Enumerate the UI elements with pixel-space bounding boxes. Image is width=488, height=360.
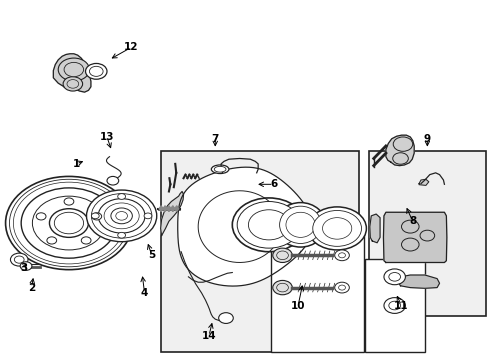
Circle shape xyxy=(144,213,152,219)
Text: 8: 8 xyxy=(408,216,415,226)
Circle shape xyxy=(92,213,102,220)
Circle shape xyxy=(338,253,345,258)
Circle shape xyxy=(98,199,145,233)
Circle shape xyxy=(107,176,119,185)
Circle shape xyxy=(67,80,79,88)
Circle shape xyxy=(86,190,157,242)
Circle shape xyxy=(91,194,152,238)
Circle shape xyxy=(81,237,91,244)
Circle shape xyxy=(91,213,99,219)
Circle shape xyxy=(14,256,24,263)
Circle shape xyxy=(388,273,400,281)
Circle shape xyxy=(104,203,139,229)
Polygon shape xyxy=(159,206,163,212)
Circle shape xyxy=(312,211,361,246)
Circle shape xyxy=(89,66,103,76)
Circle shape xyxy=(218,313,233,323)
Text: 10: 10 xyxy=(290,301,305,311)
Circle shape xyxy=(272,248,292,262)
Circle shape xyxy=(47,237,57,244)
Circle shape xyxy=(54,212,83,234)
Circle shape xyxy=(20,262,32,270)
Polygon shape xyxy=(166,206,170,212)
Text: 6: 6 xyxy=(269,179,277,189)
Circle shape xyxy=(63,77,82,91)
Circle shape xyxy=(64,62,83,77)
Polygon shape xyxy=(385,135,413,166)
Circle shape xyxy=(58,58,89,81)
Polygon shape xyxy=(163,206,166,212)
Ellipse shape xyxy=(279,206,321,243)
Polygon shape xyxy=(383,212,446,262)
Circle shape xyxy=(419,230,434,241)
Bar xyxy=(160,151,358,352)
Circle shape xyxy=(49,209,88,237)
Circle shape xyxy=(392,153,407,164)
Circle shape xyxy=(118,194,125,199)
Circle shape xyxy=(401,220,418,233)
Circle shape xyxy=(383,298,405,314)
Circle shape xyxy=(272,280,292,295)
Circle shape xyxy=(13,182,124,264)
Polygon shape xyxy=(53,54,91,92)
Circle shape xyxy=(401,238,418,251)
Circle shape xyxy=(5,176,132,270)
Text: 5: 5 xyxy=(148,250,155,260)
Bar xyxy=(271,223,363,352)
Circle shape xyxy=(388,301,400,310)
Circle shape xyxy=(276,251,288,260)
Text: 11: 11 xyxy=(393,301,408,311)
Circle shape xyxy=(21,188,117,258)
Circle shape xyxy=(248,210,289,240)
Text: 2: 2 xyxy=(28,283,35,293)
Text: 12: 12 xyxy=(124,42,138,52)
Polygon shape xyxy=(397,275,439,288)
Text: 1: 1 xyxy=(73,159,80,169)
Circle shape xyxy=(36,213,46,220)
Circle shape xyxy=(338,285,345,290)
Ellipse shape xyxy=(275,203,325,247)
Circle shape xyxy=(118,232,125,238)
Ellipse shape xyxy=(211,165,228,174)
Text: 14: 14 xyxy=(201,331,216,341)
Bar xyxy=(368,151,485,316)
Bar xyxy=(365,259,424,352)
Text: 3: 3 xyxy=(20,263,28,273)
Circle shape xyxy=(32,196,105,250)
Circle shape xyxy=(64,198,74,205)
Text: 7: 7 xyxy=(211,134,219,144)
Polygon shape xyxy=(160,192,183,235)
Polygon shape xyxy=(418,179,428,185)
Circle shape xyxy=(232,198,305,252)
Polygon shape xyxy=(177,167,312,286)
Circle shape xyxy=(85,63,107,79)
Polygon shape xyxy=(170,206,174,212)
Circle shape xyxy=(9,179,128,267)
Circle shape xyxy=(334,282,348,293)
Ellipse shape xyxy=(285,212,315,237)
Circle shape xyxy=(322,218,351,239)
Circle shape xyxy=(116,212,127,220)
Circle shape xyxy=(237,202,300,248)
Circle shape xyxy=(383,269,405,285)
Circle shape xyxy=(10,253,28,266)
Circle shape xyxy=(307,207,366,250)
Polygon shape xyxy=(174,206,178,212)
Polygon shape xyxy=(369,214,379,243)
Circle shape xyxy=(111,208,132,224)
Circle shape xyxy=(276,283,288,292)
Circle shape xyxy=(392,137,412,151)
Circle shape xyxy=(334,250,348,261)
Ellipse shape xyxy=(214,166,225,172)
Text: 9: 9 xyxy=(423,134,430,144)
Text: 4: 4 xyxy=(141,288,148,298)
Text: 13: 13 xyxy=(100,132,114,142)
